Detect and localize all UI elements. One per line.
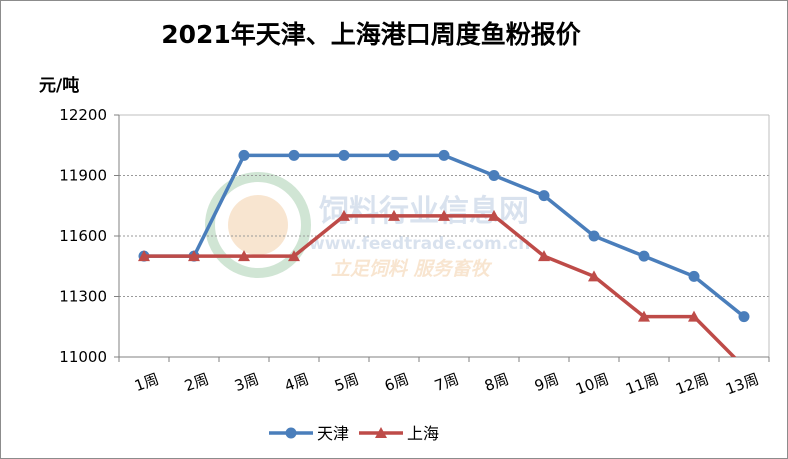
data-point (588, 230, 600, 242)
axes (114, 114, 770, 362)
data-point (388, 209, 400, 221)
data-point (238, 149, 250, 161)
data-point (538, 190, 550, 202)
data-point (638, 310, 650, 322)
y-tick-label: 11900 (59, 167, 107, 185)
x-tick-label: 8周 (482, 370, 511, 395)
data-point (288, 149, 300, 161)
chart-title: 2021年天津、上海港口周度鱼粉报价 (161, 20, 581, 49)
legend-label-2: 上海 (407, 424, 439, 443)
x-tick-label: 4周 (282, 370, 311, 395)
series-group (138, 149, 750, 372)
data-point (738, 311, 750, 323)
x-tick-label: 6周 (382, 370, 411, 395)
series-2 (138, 209, 750, 372)
data-point (688, 310, 700, 322)
watermark-logo-center (228, 195, 288, 255)
series-1 (138, 149, 750, 323)
x-tick-labels: 1周 2周 3周 4周 5周 6周 7周 8周 9周 10周 11周 12周 13周 (132, 370, 761, 399)
data-point (388, 149, 400, 161)
legend-marker-2 (375, 427, 387, 438)
data-point (638, 250, 650, 262)
data-point (588, 270, 600, 282)
data-point (738, 361, 750, 372)
y-tick-labels: 11000 11300 11600 11900 12200 (59, 106, 107, 366)
x-tick-label: 12周 (673, 370, 711, 399)
watermark: 饲料行业信息网 www.feedtrade.com.cn 立足饲料 服务畜牧 (205, 172, 530, 280)
x-tick-label: 7周 (432, 370, 461, 395)
y-tick-label: 11000 (59, 348, 107, 366)
legend-label-1: 天津 (317, 424, 349, 443)
data-point (438, 149, 450, 161)
x-tick-label: 9周 (532, 370, 561, 395)
x-tick-label: 1周 (132, 370, 161, 395)
data-point (338, 209, 350, 221)
data-point (538, 250, 550, 262)
data-point (488, 170, 500, 181)
x-tick-label: 2周 (182, 370, 211, 395)
watermark-text-2: www.feedtrade.com.cn (309, 234, 530, 254)
y-tick-label: 12200 (59, 106, 107, 124)
x-tick-label: 3周 (232, 370, 261, 395)
y-axis-label: 元/吨 (39, 76, 80, 96)
data-point (688, 270, 700, 282)
y-tick-label: 11600 (59, 227, 107, 245)
x-tick-label: 10周 (573, 370, 611, 399)
data-point (138, 250, 150, 262)
watermark-text-1: 饲料行业信息网 (318, 194, 529, 229)
data-point (338, 149, 350, 161)
legend: 天津 上海 (269, 424, 439, 443)
data-point (188, 250, 200, 262)
legend-marker-1 (285, 427, 297, 439)
x-tick-label: 5周 (332, 370, 361, 395)
y-tick-label: 11300 (59, 288, 107, 306)
data-point (438, 209, 450, 221)
data-point (238, 250, 250, 262)
x-tick-label: 13周 (723, 370, 761, 399)
data-point (288, 250, 300, 262)
data-point (488, 209, 500, 221)
x-tick-label: 11周 (623, 370, 661, 399)
watermark-text-3: 立足饲料 服务畜牧 (331, 258, 493, 280)
